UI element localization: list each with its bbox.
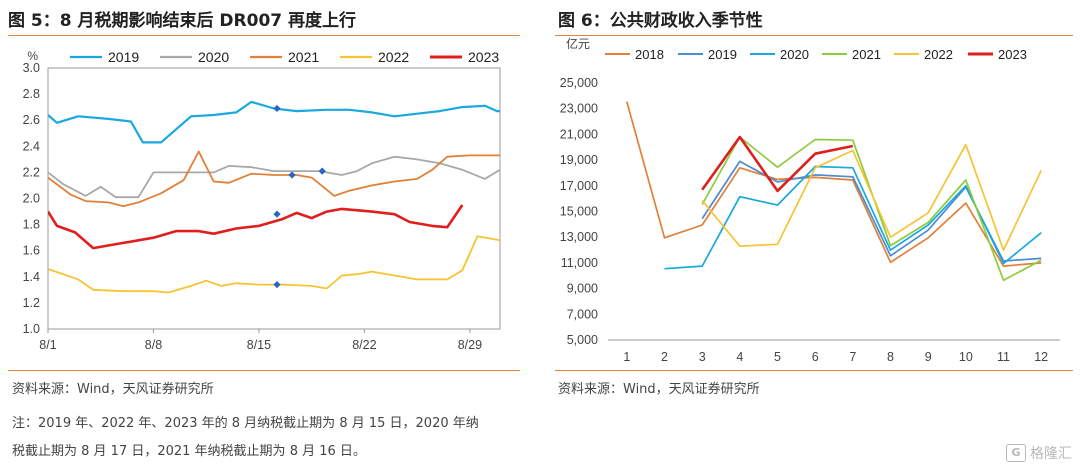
left-title-rule — [8, 35, 520, 36]
legend-label-2021: 2021 — [852, 47, 881, 62]
left-y-tick-label: 2.2 — [23, 165, 40, 179]
series-line-2020 — [48, 155, 500, 199]
tax-deadline-marker-2023 — [273, 210, 281, 218]
right-x-tick-label: 1 — [623, 350, 630, 364]
left-y-tick-label: 3.0 — [23, 61, 40, 75]
left-y-tick-label: 2.6 — [23, 113, 40, 127]
left-y-tick-label: 2.4 — [23, 139, 40, 153]
left-y-tick-label: 2.8 — [23, 87, 40, 101]
left-y-unit: % — [27, 49, 38, 63]
legend-label-2018: 2018 — [635, 47, 664, 62]
right-x-tick-label: 10 — [959, 350, 973, 364]
left-y-tick-label: 1.0 — [23, 322, 40, 336]
series-line-2022 — [701, 143, 1042, 251]
series-line-2022 — [48, 235, 500, 294]
legend-label-2019: 2019 — [108, 49, 139, 65]
right-y-tick-label: 15,000 — [560, 205, 598, 219]
left-note-line-1: 注：2019 年、2022 年、2023 年的 8 月纳税截止期为 8 月 15… — [12, 416, 479, 431]
left-y-tick-label: 1.2 — [23, 296, 40, 310]
legend-label-2020: 2020 — [780, 47, 809, 62]
legend-label-2022: 2022 — [378, 49, 409, 65]
left-chart: % 1.0 1.2 1.4 1.6 1.8 2.0 2.2 2.4 2.6 2.8 3.0 8/1 8/8… — [23, 49, 501, 352]
right-y-tick-label: 11,000 — [561, 256, 598, 270]
watermark: G 格隆汇 — [1006, 443, 1072, 463]
right-y-tick-label: 25,000 — [560, 76, 598, 90]
watermark-text: 格隆汇 — [1030, 446, 1072, 462]
legend-label-2021: 2021 — [288, 49, 319, 65]
right-y-tick-label: 9,000 — [567, 282, 598, 296]
watermark-logo-icon: G — [1006, 444, 1026, 462]
right-chart: 亿元 5,000 7,000 9,000 11,000 13,000 15,000 17,00… — [560, 36, 1060, 364]
right-x-tick-label: 6 — [812, 350, 819, 364]
series-line-2021 — [48, 150, 500, 208]
left-y-tick-label: 1.4 — [23, 270, 40, 284]
tax-deadline-marker-2020 — [318, 167, 326, 175]
right-y-tick-label: 19,000 — [560, 153, 598, 167]
right-y-tick-label: 23,000 — [560, 102, 598, 116]
right-x-tick-label: 11 — [997, 350, 1010, 364]
left-x-tick-label: 8/8 — [145, 338, 162, 352]
right-y-tick-label: 21,000 — [560, 127, 598, 141]
right-x-tick-label: 2 — [661, 350, 668, 364]
series-line-2019 — [48, 100, 500, 144]
left-x-tick-label: 8/22 — [352, 338, 376, 352]
left-source-rule — [8, 370, 520, 371]
left-chart-title: 图 5：8 月税期影响结束后 DR007 再度上行 — [8, 11, 357, 31]
legend-label-2023: 2023 — [998, 47, 1027, 62]
right-x-tick-label: 8 — [887, 350, 894, 364]
right-x-tick-label: 3 — [699, 350, 706, 364]
left-source: 资料来源：Wind，天风证券研究所 — [12, 382, 214, 397]
left-note-line-2: 税截止期为 8 月 17 日，2021 年纳税截止期为 8 月 16 日。 — [12, 444, 366, 459]
right-y-unit: 亿元 — [566, 36, 590, 51]
right-x-tick-label: 4 — [736, 350, 743, 364]
right-x-tick-label: 12 — [1034, 350, 1048, 364]
left-plot-frame — [47, 67, 501, 330]
right-x-tick-label: 9 — [925, 350, 932, 364]
left-y-tick-label: 2.0 — [23, 192, 40, 206]
legend-label-2019: 2019 — [708, 47, 737, 62]
right-y-tick-label: 5,000 — [567, 333, 598, 347]
right-title-rule — [555, 35, 1073, 36]
right-y-tick-label: 13,000 — [560, 230, 598, 244]
tax-deadline-marker-2022 — [273, 281, 281, 289]
tax-deadline-marker-2019 — [273, 104, 281, 113]
right-source-rule — [555, 370, 1073, 371]
series-line-2023 — [701, 135, 854, 193]
legend-label-2020: 2020 — [198, 49, 229, 65]
series-line-2023 — [48, 204, 464, 250]
left-x-tick-label: 8/15 — [247, 338, 271, 352]
left-y-tick-label: 1.8 — [23, 218, 40, 232]
right-x-tick-label: 7 — [849, 350, 856, 364]
legend-label-2022: 2022 — [924, 47, 953, 62]
left-y-tick-label: 1.6 — [23, 244, 40, 258]
legend-label-2023: 2023 — [468, 49, 499, 65]
series-line-2018 — [625, 101, 1042, 267]
left-x-tick-label: 8/1 — [39, 338, 56, 352]
left-x-tick-label: 8/29 — [458, 338, 482, 352]
right-chart-title: 图 6：公共财政收入季节性 — [558, 11, 763, 31]
right-y-tick-label: 17,000 — [560, 179, 598, 193]
tax-deadline-marker-2021 — [288, 171, 296, 179]
right-x-tick-label: 5 — [774, 350, 781, 364]
right-y-tick-label: 7,000 — [567, 307, 598, 321]
right-source: 资料来源：Wind，天风证券研究所 — [558, 382, 760, 397]
